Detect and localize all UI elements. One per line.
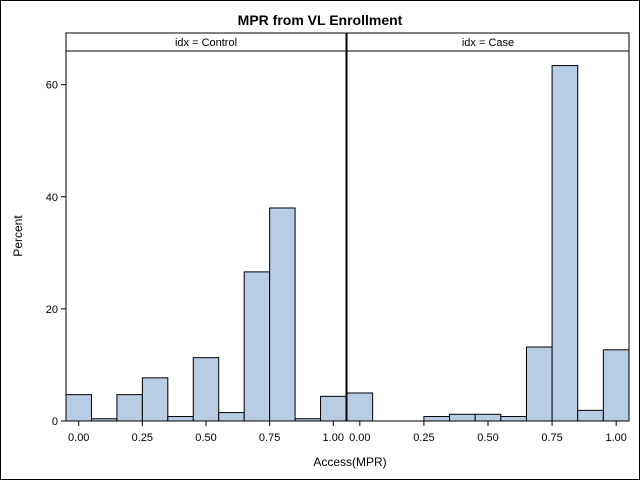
y-tick-label: 0 [52,416,58,428]
histogram-bar [449,413,476,422]
histogram-bar [218,412,245,422]
histogram-bar [269,207,296,422]
x-tick-label: 0.00 [68,432,89,444]
histogram-bar [525,346,553,422]
histogram-bar [65,394,92,422]
x-tick-label: 0.25 [132,432,153,444]
x-tick-label: 0.75 [541,432,562,444]
x-tick-label: 0.25 [413,432,434,444]
histogram-bar [320,395,347,422]
panel-strip-label: idx = Case [462,37,514,49]
x-tick-label: 0.00 [349,432,370,444]
x-tick-label: 1.00 [605,432,626,444]
y-tick-label: 60 [46,80,58,92]
y-tick-label: 20 [46,304,58,316]
histogram-bar [167,416,194,422]
chart-title: MPR from VL Enrollment [238,12,403,28]
histogram-bar [192,357,220,422]
x-tick-label: 1.00 [323,432,344,444]
histogram-bar [141,377,169,422]
histogram-bar [116,394,143,422]
y-axis-label: Percent [11,215,25,257]
histogram-bar [474,413,502,422]
x-tick-label: 0.50 [477,432,498,444]
histogram-bar [500,416,527,422]
x-axis-label: Access(MPR) [313,455,386,469]
histogram-bar [423,416,451,422]
histogram-bar [602,349,630,422]
x-tick-label: 0.50 [195,432,216,444]
y-tick-label: 40 [46,192,58,204]
histogram-bar [551,65,579,422]
histogram-bar [243,271,271,422]
histogram-bar [577,409,604,422]
histogram-bar [346,392,374,422]
panel-strip-label: idx = Control [175,37,237,49]
x-tick-label: 0.75 [259,432,280,444]
